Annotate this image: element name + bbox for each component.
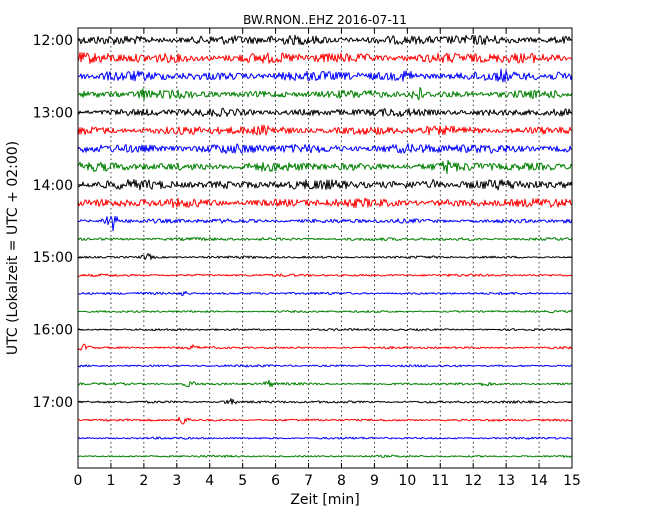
x-tick-labels: 0 1 2 3 4 5 6 7 8 9 10 11 12 13 14 15: [74, 473, 581, 489]
trace-line: [77, 52, 573, 64]
x-tick-label: 3: [172, 473, 181, 489]
trace-line: [77, 273, 573, 278]
trace-line: [77, 34, 573, 46]
trace-line: [77, 143, 572, 154]
x-tick-label: 12: [464, 473, 482, 489]
x-tick-label: 4: [205, 473, 214, 489]
x-tick-label: 8: [337, 473, 346, 489]
plot-frame: [77, 27, 573, 469]
y-tick-label: 16:00: [33, 323, 73, 339]
y-tick-label: 15:00: [33, 250, 73, 266]
y-tick-label: 13:00: [33, 105, 73, 121]
trace-line: [77, 454, 573, 458]
chart-title: BW.RNON..EHZ 2016-07-11: [243, 13, 407, 27]
trace-line: [77, 124, 573, 136]
x-tick-label: 14: [530, 473, 548, 489]
trace-line: [77, 436, 573, 440]
trace-line: [77, 416, 573, 425]
x-tick-label: 2: [139, 473, 148, 489]
x-tick-label: 7: [304, 473, 313, 489]
trace-line: [77, 379, 573, 388]
trace-line: [77, 179, 573, 191]
trace-line: [77, 237, 573, 242]
trace-line: [77, 364, 573, 368]
x-tick-label: 11: [431, 473, 449, 489]
trace-line: [77, 328, 573, 332]
trace-line: [77, 253, 573, 261]
trace-line: [77, 343, 573, 351]
trace-line: [77, 159, 573, 175]
x-tick-label: 1: [106, 473, 115, 489]
x-tick-label: 6: [271, 473, 280, 489]
x-tick-label: 13: [497, 473, 515, 489]
y-tick-label: 14:00: [33, 178, 73, 194]
tick-marks: [77, 28, 573, 468]
y-tick-labels: 12:00 13:00 14:00 15:00 16:00 17:00: [33, 33, 73, 411]
trace-line: [77, 290, 573, 296]
x-tick-label: 10: [398, 473, 416, 489]
x-tick-label: 15: [563, 473, 581, 489]
x-tick-label: 0: [74, 473, 83, 489]
trace-line: [77, 398, 573, 405]
y-tick-label: 12:00: [33, 33, 73, 49]
trace-line: [77, 68, 573, 83]
x-tick-label: 5: [238, 473, 247, 489]
x-tick-label: 9: [370, 473, 379, 489]
trace-line: [77, 215, 573, 232]
trace-line: [77, 197, 573, 209]
y-axis-label: UTC (Lokalzeit = UTC + 02:00): [5, 141, 21, 355]
trace-line: [77, 87, 573, 101]
trace-line: [77, 309, 573, 314]
grid-lines: [110, 28, 540, 468]
x-axis-label: Zeit [min]: [290, 492, 359, 508]
trace-line: [77, 107, 573, 118]
y-tick-label: 17:00: [33, 395, 73, 411]
trace-group: [77, 34, 573, 458]
